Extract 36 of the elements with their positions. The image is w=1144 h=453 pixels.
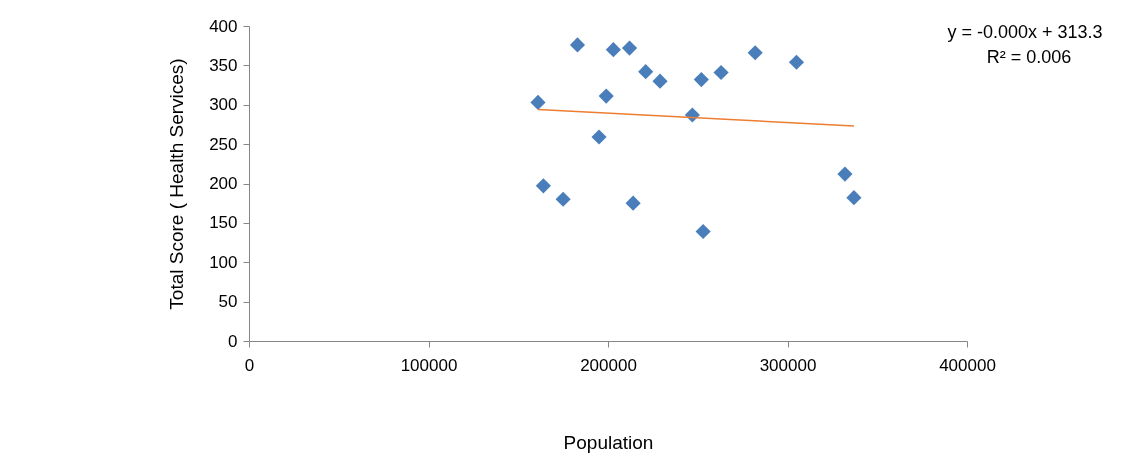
y-tick-label: 250 (209, 134, 238, 154)
point (591, 129, 607, 145)
point (747, 45, 763, 61)
point (788, 54, 805, 70)
y-tick-label: 200 (209, 174, 238, 193)
x-tick-label: 0 (244, 355, 255, 375)
point (638, 64, 654, 80)
point (695, 223, 711, 240)
y-tick-label: 100 (209, 252, 238, 272)
point (598, 88, 614, 104)
point (652, 73, 668, 89)
y-tick-label: 150 (209, 213, 238, 233)
point (837, 166, 853, 182)
y-tick-label: 300 (209, 95, 238, 115)
x-tick-label: 300000 (759, 355, 817, 375)
point (693, 71, 709, 88)
point (555, 191, 571, 207)
point (621, 40, 638, 56)
point (530, 94, 546, 110)
text: R² = 0.006 (986, 47, 1072, 67)
x-tick-label: 400000 (939, 355, 996, 375)
point (713, 64, 729, 81)
x-tick-label: 200000 (580, 355, 637, 375)
y-tick-label: 50 (218, 292, 238, 312)
y-tick-label: 350 (209, 55, 238, 75)
y-axis-title: Total Score ( Health Services) (166, 58, 188, 310)
y-tick-label: 400 (209, 16, 238, 36)
point (569, 37, 586, 53)
point (846, 190, 862, 206)
x-tick-label: 100000 (400, 355, 458, 375)
point (535, 178, 551, 194)
x-axis-title: Population (563, 431, 654, 453)
y-tick-label: 0 (228, 331, 238, 351)
annotation: y = -0.000x + 313.3 (947, 22, 1103, 42)
point (605, 42, 621, 58)
point (625, 195, 641, 211)
